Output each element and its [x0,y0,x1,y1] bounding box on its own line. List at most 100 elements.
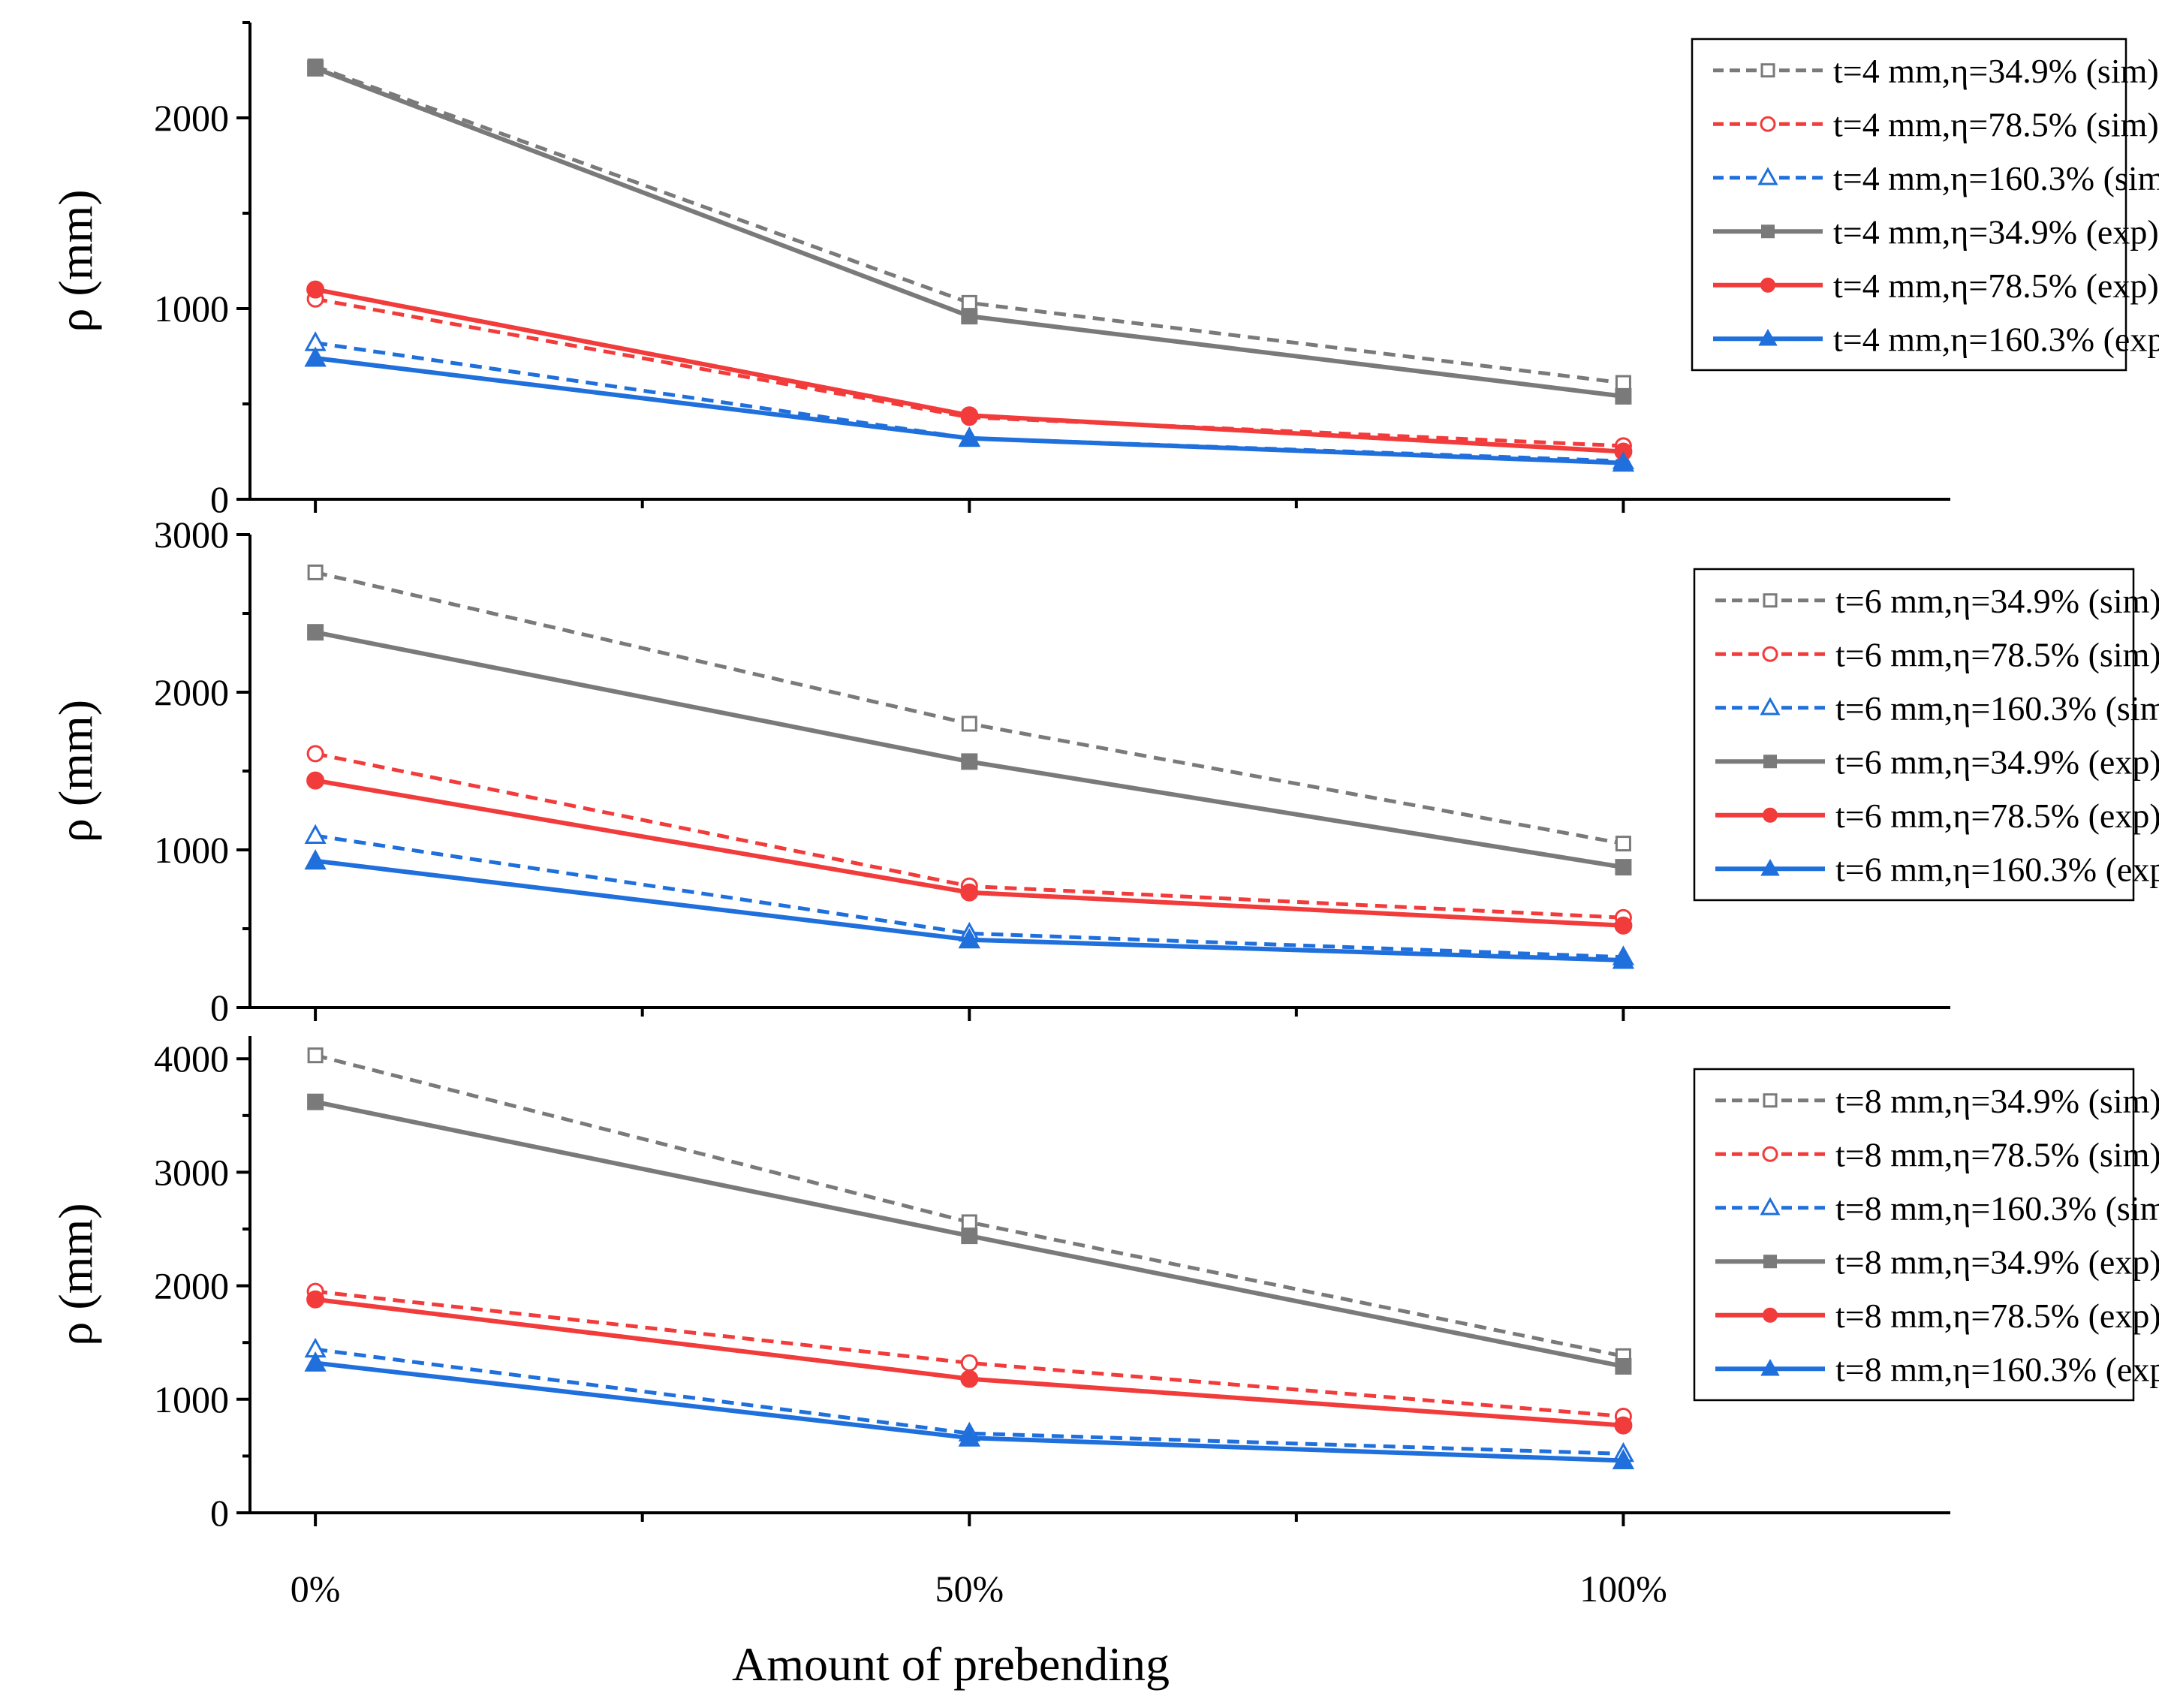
legend-label: t=6 mm,η=160.3% (sim) [1835,689,2159,727]
series-1 [307,564,1631,852]
data-point [304,1351,327,1372]
legend-marker [1760,63,1775,78]
data-point [1615,1357,1632,1375]
legend-label: t=6 mm,η=34.9% (sim) [1835,582,2159,620]
data-point [1612,1448,1635,1469]
legend-marker [1760,1359,1780,1376]
y-tick-label: 1000 [154,1378,229,1420]
y-tick-label: 3000 [154,514,229,556]
legend-label: t=6 mm,η=78.5% (exp) [1835,797,2159,835]
legend: t=6 mm,η=34.9% (sim) t=6 mm,η=78.5% (sim)… [1693,568,2159,902]
x-tick-label: 50% [935,1568,1004,1610]
y-tick-label: 1000 [154,288,229,330]
data-point [307,59,324,77]
legend-label: t=4 mm,η=160.3% (exp) [1833,320,2159,358]
series-line [315,65,1624,385]
legend-marker [1760,1197,1781,1215]
y-tick-label: 2000 [154,671,229,713]
data-point [304,824,327,844]
data-point [1615,859,1632,876]
data-point [304,346,327,367]
series-6 [304,346,1635,472]
y-tick-label: 0 [210,987,229,1029]
legend-label: t=4 mm,η=78.5% (sim) [1833,105,2159,143]
data-point [961,715,977,732]
legend-frame [1693,568,2135,902]
legend-label: t=4 mm,η=34.9% (sim) [1833,52,2159,90]
legend-marker [1763,755,1777,769]
legend-label: t=6 mm,η=160.3% (exp) [1835,850,2159,888]
data-point [960,883,979,902]
data-point [961,294,977,311]
legend-marker [1760,859,1780,876]
data-point [960,1369,979,1388]
legend-marker [1758,329,1778,346]
data-point [307,1047,324,1064]
data-point [1615,375,1631,391]
legend-marker [1757,167,1778,185]
series-line [315,833,1624,959]
data-point [1612,451,1635,472]
legend-label: t=4 mm,η=78.5% (exp) [1833,267,2159,305]
data-point [958,1426,980,1447]
x-tick-label: 100% [1579,1568,1667,1610]
data-point [1612,948,1635,969]
data-point [960,1354,978,1372]
data-point [306,280,325,299]
series-4 [307,59,1632,405]
data-point [1615,387,1632,405]
y-tick-label: 2000 [154,1265,229,1307]
legend: t=8 mm,η=34.9% (sim) t=8 mm,η=78.5% (sim)… [1693,1068,2159,1402]
data-point [1614,916,1633,935]
legend-marker [1762,1146,1778,1162]
legend-label: t=4 mm,η=34.9% (exp) [1833,212,2159,251]
legend-marker [1760,277,1775,293]
data-point [961,753,978,770]
legend-marker [1763,593,1778,608]
legend-marker [1763,807,1778,823]
data-point [306,745,324,763]
series-6 [304,1351,1635,1469]
data-point [961,308,978,325]
y-tick-label: 0 [210,478,229,520]
y-tick-label: 2000 [154,97,229,139]
legend-label: t=6 mm,η=78.5% (sim) [1835,635,2159,673]
legend-label: t=8 mm,η=34.9% (exp) [1835,1243,2159,1281]
data-point [306,771,325,790]
legend-marker [1763,1093,1778,1108]
legend-label: t=6 mm,η=34.9% (exp) [1835,743,2159,781]
legend-label: t=8 mm,η=160.3% (exp) [1835,1350,2159,1388]
legend-marker [1761,224,1775,239]
data-point [961,1228,978,1245]
data-point [307,1093,324,1110]
legend-marker [1760,116,1776,132]
y-tick-label: 1000 [154,829,229,871]
data-point [960,406,979,425]
legend-label: t=8 mm,η=34.9% (sim) [1835,1082,2159,1120]
legend-marker [1763,1255,1777,1269]
data-point [961,1214,977,1231]
y-tick-label: 0 [210,1492,229,1534]
panel-bottom: 0 1000 2000 3000 4000 ρ (mm) t=8 mm,η=34.9% (s… [49,1036,2159,1534]
data-point [304,849,327,870]
legend-label: t=4 mm,η=160.3% (sim) [1833,159,2159,197]
data-point [307,624,324,641]
series-5 [306,1290,1633,1435]
x-tick-label: 0% [291,1568,341,1610]
legend-frame [1691,38,2127,372]
legend-marker [1762,646,1778,662]
legend: t=4 mm,η=34.9% (sim) t=4 mm,η=78.5% (sim)… [1691,38,2159,372]
data-point [1614,1416,1633,1435]
y-tick-label: 4000 [154,1038,229,1080]
series-4 [307,1093,1632,1375]
series-5 [306,771,1633,935]
legend-marker [1763,1307,1778,1323]
data-point [307,564,324,580]
series-4 [307,624,1632,876]
legend-frame [1693,1068,2135,1402]
legend-label: t=8 mm,η=78.5% (exp) [1835,1297,2159,1335]
